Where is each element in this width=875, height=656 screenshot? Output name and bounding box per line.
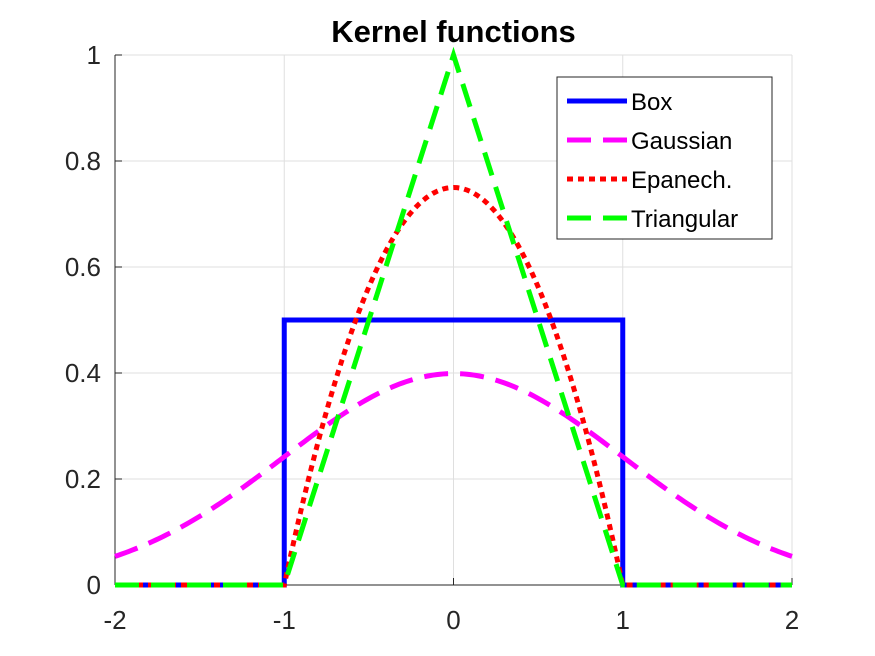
- x-tick-label: 0: [446, 605, 460, 635]
- chart-title: Kernel functions: [331, 14, 576, 49]
- x-tick-label: 1: [616, 605, 630, 635]
- y-tick-label: 0.8: [65, 146, 101, 176]
- legend-label-gaussian: Gaussian: [631, 128, 732, 155]
- y-tick-label: 0.2: [65, 464, 101, 494]
- legend-label-box: Box: [631, 89, 672, 116]
- series-line-gaussian: [114, 371, 793, 559]
- plot-lines: [114, 46, 793, 588]
- series-line-epanech: [115, 184, 792, 588]
- legend-box: [556, 76, 773, 240]
- series-line-triangular: [115, 46, 792, 588]
- legend-label-epanech: Epanech.: [631, 167, 732, 194]
- legend-label-triangular: Triangular: [631, 206, 738, 233]
- legend: Box Gaussian Epanech. Triangular: [556, 76, 773, 240]
- y-tick-label: 0: [87, 570, 101, 600]
- y-tick-label: 1: [87, 40, 101, 70]
- y-tick-label: 0.4: [65, 358, 101, 388]
- x-tick-label: -1: [273, 605, 296, 635]
- y-tick-label: 0.6: [65, 252, 101, 282]
- x-tick-label: 2: [785, 605, 799, 635]
- x-tick-label: -2: [103, 605, 126, 635]
